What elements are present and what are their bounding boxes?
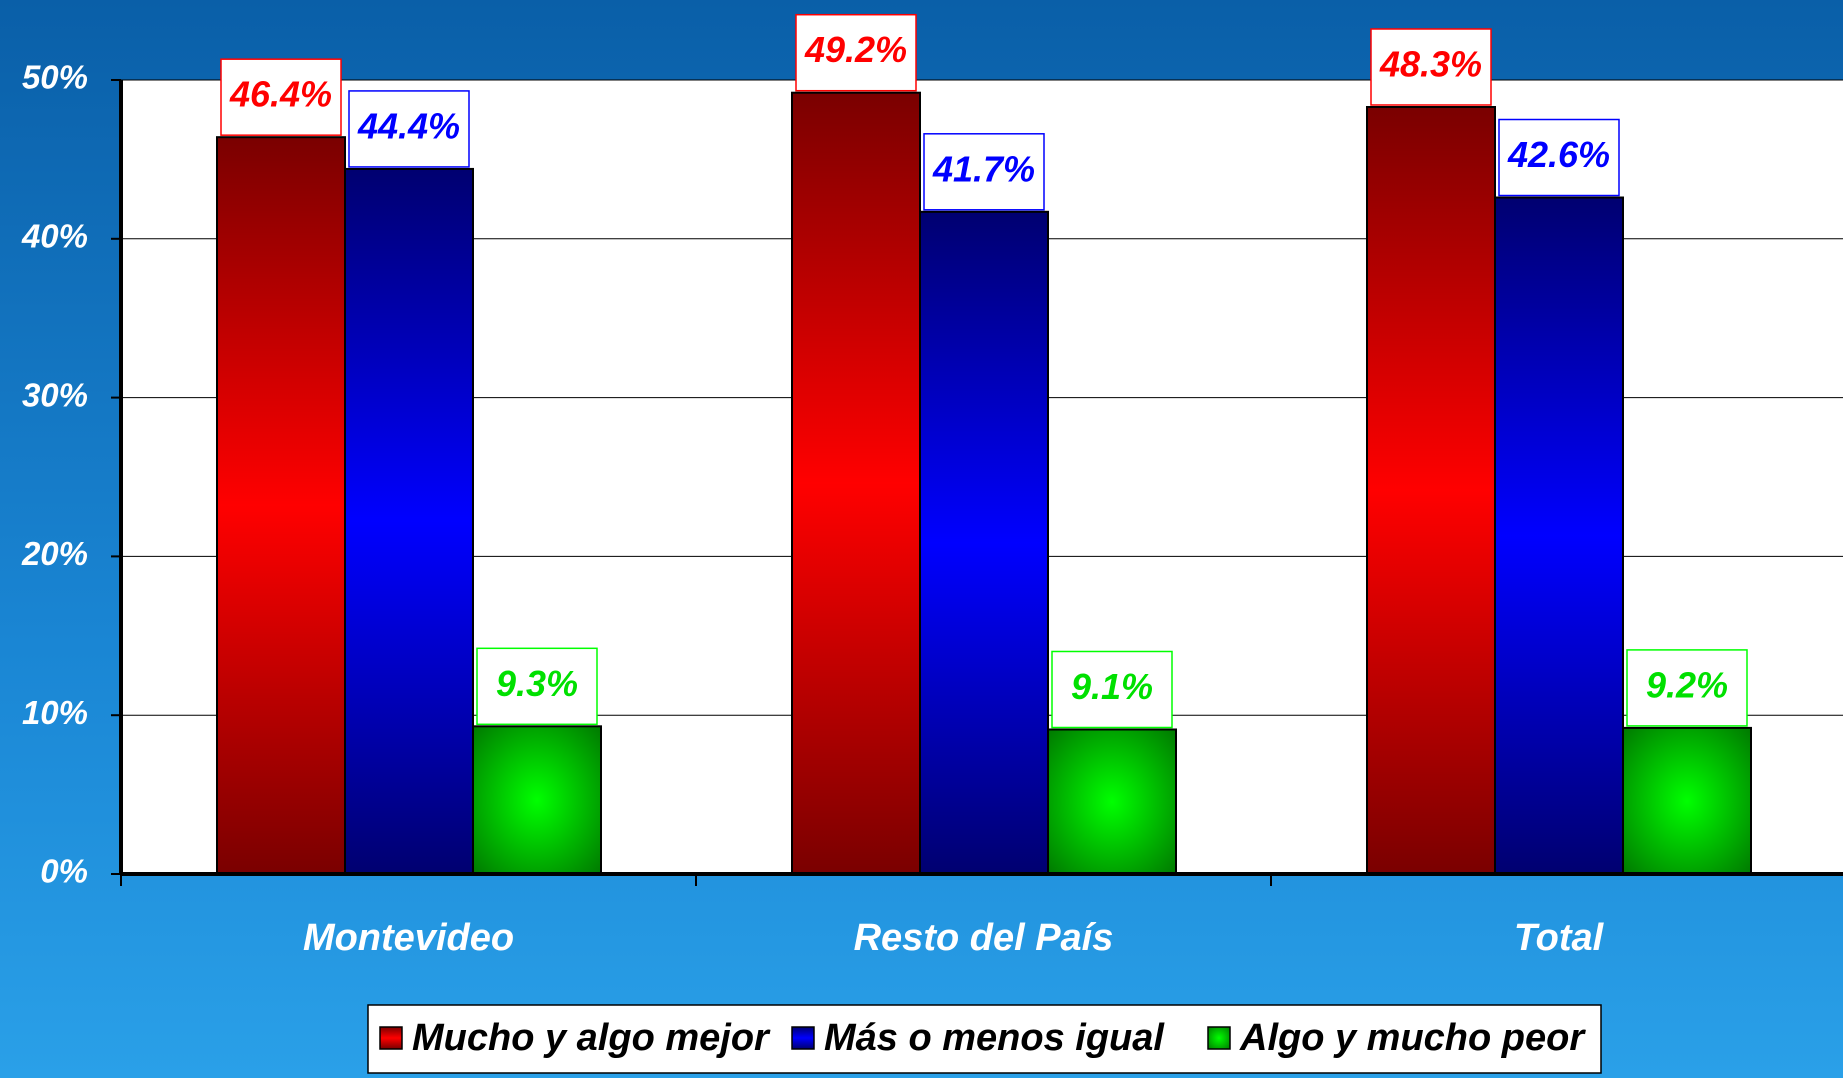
bar	[1047, 728, 1177, 875]
data-label: 42.6%	[1507, 134, 1610, 175]
data-label: 46.4%	[229, 74, 332, 115]
bar	[919, 210, 1049, 875]
bar	[472, 725, 602, 875]
legend-label: Mucho y algo mejor	[412, 1017, 771, 1059]
bar	[216, 136, 346, 875]
bar	[1494, 196, 1624, 875]
data-label-box	[476, 647, 598, 726]
data-label: 44.4%	[357, 105, 460, 146]
x-tick-label: Montevideo	[303, 917, 514, 959]
data-label-box	[220, 58, 342, 136]
y-tick-label: 10%	[22, 694, 88, 731]
bar	[344, 167, 474, 876]
data-label-box	[795, 13, 917, 92]
bar	[1366, 105, 1496, 876]
legend	[367, 1004, 1602, 1074]
data-label-box	[923, 133, 1045, 211]
y-tick-label: 20%	[21, 535, 88, 572]
legend-swatch	[791, 1026, 815, 1050]
x-tick-label: Total	[1514, 917, 1605, 959]
legend-label: Algo y mucho peor	[1239, 1017, 1586, 1059]
y-tick-label: 40%	[21, 218, 88, 255]
data-label-box	[1051, 650, 1173, 729]
bar	[1622, 726, 1752, 875]
data-label-box	[1498, 118, 1620, 197]
data-label: 9.3%	[496, 663, 578, 704]
data-label: 49.2%	[804, 29, 907, 70]
y-tick-label: 50%	[22, 59, 88, 96]
legend-swatch	[1207, 1026, 1231, 1050]
data-label-box	[1370, 28, 1492, 106]
legend-label: Más o menos igual	[824, 1017, 1165, 1059]
data-label: 41.7%	[932, 148, 1035, 189]
data-label-box	[348, 90, 470, 168]
x-tick-label: Resto del País	[854, 917, 1114, 959]
data-label: 9.1%	[1071, 666, 1153, 707]
bar	[791, 91, 921, 876]
legend-swatch	[379, 1026, 403, 1050]
data-label: 9.2%	[1646, 664, 1728, 705]
data-label-box	[1626, 649, 1748, 727]
y-tick-label: 30%	[22, 376, 88, 413]
data-label: 48.3%	[1379, 44, 1482, 85]
y-tick-label: 0%	[40, 853, 88, 890]
